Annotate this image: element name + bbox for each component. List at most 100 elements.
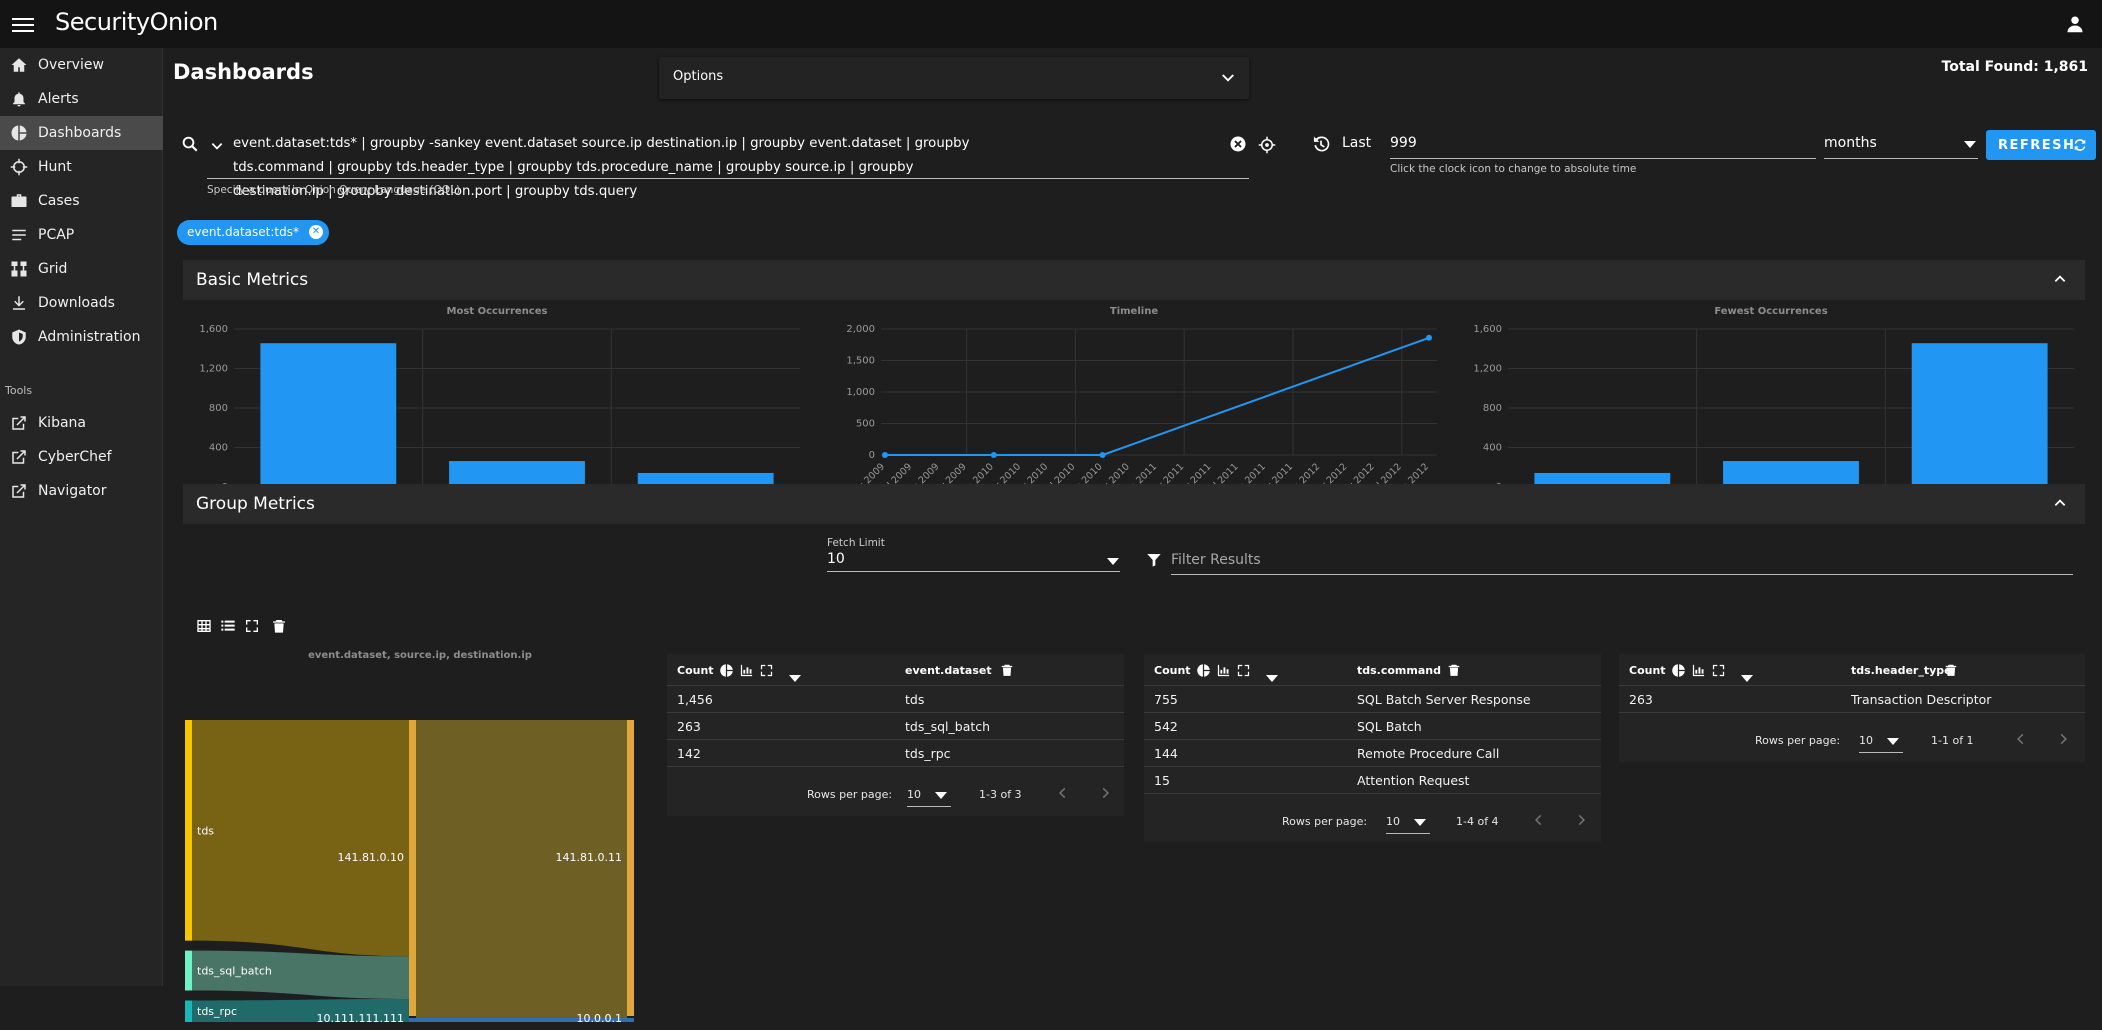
- fullscreen-icon[interactable]: [759, 663, 774, 682]
- caret-down-icon[interactable]: [935, 790, 947, 803]
- sidebar-item-pcap[interactable]: PCAP: [0, 218, 163, 252]
- rows-per-page-select[interactable]: 10: [907, 788, 921, 801]
- table-row[interactable]: 263 tds_sql_batch: [667, 713, 1124, 740]
- rows-per-page-select[interactable]: 10: [1859, 734, 1873, 747]
- sankey-node-tds_rpc[interactable]: [185, 1000, 192, 1022]
- menu-icon[interactable]: [12, 14, 34, 34]
- app-logo[interactable]: SecurityOnion: [55, 8, 218, 36]
- pie-chart-icon[interactable]: [719, 663, 734, 682]
- bar-tds[interactable]: [1911, 343, 2048, 487]
- trash-icon[interactable]: [1000, 662, 1014, 681]
- sidebar-item-cases[interactable]: Cases: [0, 184, 163, 218]
- value-cell[interactable]: SQL Batch Server Response: [1357, 692, 1531, 707]
- sidebar-item-navigator[interactable]: Navigator: [0, 474, 163, 508]
- timeline-point[interactable]: [990, 452, 997, 458]
- sankey-node-10-111-111-111[interactable]: [409, 1018, 416, 1022]
- sankey-node-141-81-0-11[interactable]: [627, 720, 634, 1016]
- close-icon[interactable]: ✕: [308, 225, 323, 239]
- table-row[interactable]: 755 SQL Batch Server Response: [1144, 686, 1601, 713]
- field-column-header[interactable]: tds.command: [1357, 664, 1441, 677]
- caret-down-icon[interactable]: [1741, 668, 1753, 687]
- chevron-right-icon[interactable]: [1098, 786, 1112, 803]
- trash-icon[interactable]: [1447, 662, 1461, 681]
- chevron-right-icon[interactable]: [2056, 732, 2070, 749]
- trash-icon[interactable]: [1944, 662, 1958, 681]
- bar-chart-icon[interactable]: [1691, 663, 1706, 682]
- chevron-left-icon[interactable]: [1056, 786, 1070, 803]
- group-metrics-header[interactable]: Group Metrics: [183, 484, 2085, 524]
- count-column-header[interactable]: Count: [1154, 664, 1191, 677]
- chevron-left-icon[interactable]: [2014, 732, 2028, 749]
- caret-down-icon[interactable]: [1266, 668, 1278, 687]
- bar-tds_sql_batch[interactable]: [1723, 461, 1859, 487]
- value-cell[interactable]: SQL Batch: [1357, 719, 1422, 734]
- sidebar-item-administration[interactable]: Administration: [0, 320, 163, 354]
- caret-down-icon[interactable]: [789, 668, 801, 687]
- sidebar-item-kibana[interactable]: Kibana: [0, 406, 163, 440]
- sidebar-item-cyberchef[interactable]: CyberChef: [0, 440, 163, 474]
- bar-chart-icon[interactable]: [1216, 663, 1231, 682]
- sidebar-item-downloads[interactable]: Downloads: [0, 286, 163, 320]
- search-icon[interactable]: [181, 135, 199, 153]
- trash-icon[interactable]: [271, 618, 287, 634]
- table-row[interactable]: 1,456 tds: [667, 686, 1124, 713]
- user-account-icon[interactable]: [2066, 14, 2084, 34]
- timeline-point[interactable]: [1426, 334, 1432, 341]
- caret-down-icon[interactable]: [1107, 558, 1119, 566]
- sidebar-item-dashboards[interactable]: Dashboards: [0, 116, 163, 150]
- sankey-node-tds_sql_batch[interactable]: [185, 950, 192, 991]
- sidebar-item-alerts[interactable]: Alerts: [0, 82, 163, 116]
- time-value-input[interactable]: 999: [1390, 135, 1417, 151]
- value-cell[interactable]: tds: [905, 692, 925, 707]
- sankey-node-10-0-0-1[interactable]: [627, 1018, 634, 1022]
- chevron-up-icon[interactable]: [2053, 496, 2067, 510]
- bar-chart-icon[interactable]: [739, 663, 754, 682]
- chevron-down-icon[interactable]: [210, 139, 224, 153]
- sankey-node-tds[interactable]: [185, 720, 192, 941]
- fullscreen-icon[interactable]: [1711, 663, 1726, 682]
- table-row[interactable]: 144 Remote Procedure Call: [1144, 740, 1601, 767]
- bar-tds_rpc[interactable]: [637, 472, 774, 487]
- value-cell[interactable]: Attention Request: [1357, 773, 1470, 788]
- value-cell[interactable]: tds_rpc: [905, 746, 951, 761]
- caret-down-icon[interactable]: [1887, 736, 1899, 749]
- value-cell[interactable]: Transaction Descriptor: [1851, 692, 1992, 707]
- clear-query-icon[interactable]: [1229, 135, 1247, 153]
- time-unit-select[interactable]: months: [1824, 135, 1877, 151]
- table-row[interactable]: 15 Attention Request: [1144, 767, 1601, 794]
- timeline-point[interactable]: [1099, 452, 1106, 458]
- field-column-header[interactable]: event.dataset: [905, 664, 992, 677]
- filter-results-input[interactable]: Filter Results: [1171, 552, 1261, 568]
- sankey-node-141-81-0-10[interactable]: [409, 720, 416, 1016]
- pie-chart-icon[interactable]: [1671, 663, 1686, 682]
- sidebar-item-grid[interactable]: Grid: [0, 252, 163, 286]
- chevron-left-icon[interactable]: [1532, 813, 1546, 830]
- caret-down-icon[interactable]: [1964, 141, 1976, 149]
- fetch-limit-select[interactable]: 10: [827, 551, 845, 567]
- pie-chart-icon[interactable]: [1196, 663, 1211, 682]
- field-column-header[interactable]: tds.header_type: [1851, 664, 1952, 677]
- refresh-button[interactable]: REFRESH: [1986, 130, 2096, 160]
- count-column-header[interactable]: Count: [1629, 664, 1666, 677]
- sidebar-item-overview[interactable]: Overview: [0, 48, 163, 82]
- list-view-icon[interactable]: [220, 618, 236, 634]
- table-view-icon[interactable]: [196, 618, 212, 634]
- query-input[interactable]: event.dataset:tds* | groupby -sankey eve…: [233, 136, 970, 199]
- caret-down-icon[interactable]: [1414, 817, 1426, 830]
- count-column-header[interactable]: Count: [677, 664, 714, 677]
- sidebar-item-hunt[interactable]: Hunt: [0, 150, 163, 184]
- fullscreen-icon[interactable]: [244, 618, 260, 634]
- bar-tds[interactable]: [260, 343, 397, 487]
- filter-chip[interactable]: event.dataset:tds* ✕: [177, 220, 329, 245]
- chevron-up-icon[interactable]: [2053, 272, 2067, 286]
- value-cell[interactable]: Remote Procedure Call: [1357, 746, 1500, 761]
- rows-per-page-select[interactable]: 10: [1386, 815, 1400, 828]
- table-row[interactable]: 142 tds_rpc: [667, 740, 1124, 767]
- options-expander[interactable]: Options: [659, 57, 1249, 99]
- fullscreen-icon[interactable]: [1236, 663, 1251, 682]
- value-cell[interactable]: tds_sql_batch: [905, 719, 991, 734]
- target-icon[interactable]: [1258, 136, 1276, 154]
- history-clock-icon[interactable]: [1311, 134, 1331, 154]
- bar-tds_sql_batch[interactable]: [449, 461, 585, 487]
- timeline-point[interactable]: [882, 452, 888, 458]
